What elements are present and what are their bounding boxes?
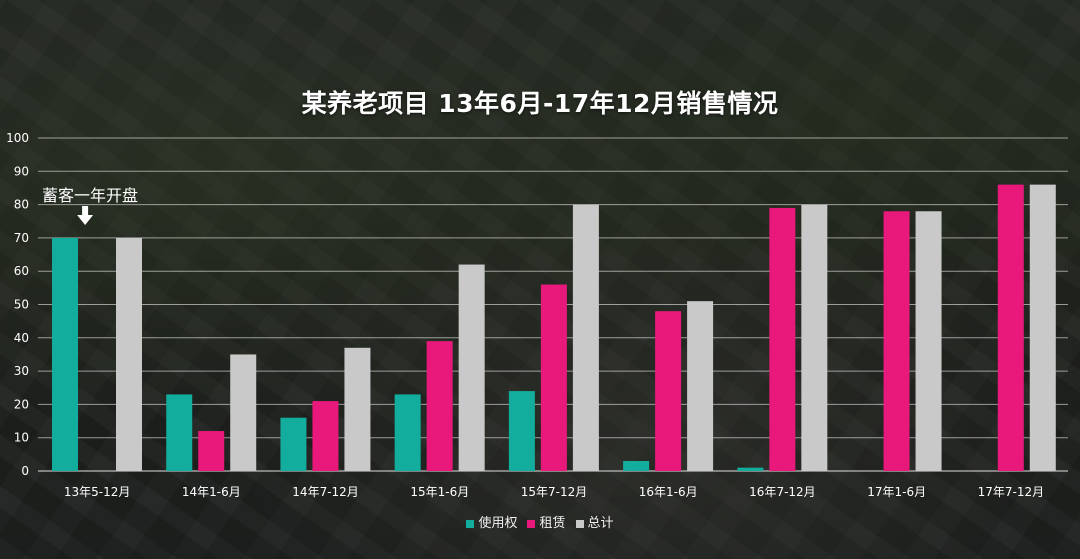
y-tick-label: 60 bbox=[14, 264, 29, 278]
bar-lease bbox=[540, 284, 567, 471]
legend-item: 租赁 bbox=[527, 512, 566, 531]
legend-label: 使用权 bbox=[478, 516, 518, 531]
x-tick-label: 16年1-6月 bbox=[639, 485, 698, 499]
annotation-label: 蓄客一年开盘 bbox=[42, 186, 138, 205]
bar-total bbox=[687, 301, 714, 471]
x-tick-label: 15年7-12月 bbox=[521, 485, 588, 499]
x-tick-label: 15年1-6月 bbox=[410, 485, 469, 499]
y-tick-label: 20 bbox=[14, 397, 29, 411]
bar-total bbox=[116, 237, 142, 471]
bar-lease bbox=[769, 207, 796, 471]
bar-lease bbox=[312, 401, 339, 471]
x-tick-label: 16年7-12月 bbox=[749, 485, 816, 499]
annotation-arrow-icon bbox=[77, 206, 94, 225]
bar-lease bbox=[883, 211, 910, 471]
legend-swatch bbox=[527, 519, 536, 528]
y-tick-label: 70 bbox=[14, 231, 29, 245]
bar-total bbox=[801, 204, 828, 471]
bar-lease bbox=[655, 311, 682, 471]
x-tick-label: 17年1-6月 bbox=[867, 485, 926, 499]
x-tick-label: 14年7-12月 bbox=[292, 485, 359, 499]
bar-usage-right bbox=[394, 394, 421, 471]
y-tick-label: 50 bbox=[14, 298, 29, 312]
bar-total bbox=[230, 354, 257, 471]
bar-total bbox=[344, 347, 371, 471]
bar-total bbox=[915, 211, 942, 471]
bar-lease bbox=[198, 431, 225, 471]
bar-usage-right bbox=[52, 237, 78, 471]
y-tick-label: 80 bbox=[14, 198, 29, 212]
y-tick-label: 10 bbox=[14, 431, 29, 445]
chart-legend: 使用权 租赁 总计 bbox=[0, 512, 1080, 531]
bar-usage-right bbox=[508, 391, 535, 471]
legend-label: 总计 bbox=[587, 516, 614, 531]
bar-lease bbox=[426, 341, 453, 471]
y-tick-label: 30 bbox=[14, 364, 29, 378]
x-tick-label: 14年1-6月 bbox=[182, 485, 241, 499]
bar-total bbox=[1029, 184, 1056, 471]
bar-usage-right bbox=[737, 467, 764, 471]
y-tick-label: 90 bbox=[14, 164, 29, 178]
chart-title: 某养老项目 13年6月-17年12月销售情况 bbox=[301, 89, 779, 118]
y-tick-label: 0 bbox=[21, 464, 29, 478]
bar-usage-right bbox=[280, 417, 307, 471]
legend-item: 使用权 bbox=[466, 512, 517, 531]
x-tick-label: 13年5-12月 bbox=[64, 485, 131, 499]
bar-total bbox=[458, 264, 485, 471]
bar-total bbox=[572, 204, 599, 471]
legend-label: 租赁 bbox=[539, 516, 566, 531]
x-tick-label: 17年7-12月 bbox=[978, 485, 1045, 499]
legend-swatch bbox=[575, 519, 584, 528]
y-tick-label: 40 bbox=[14, 331, 29, 345]
bar-usage-right bbox=[166, 394, 193, 471]
legend-item: 总计 bbox=[575, 512, 614, 531]
legend-swatch bbox=[466, 519, 475, 528]
bar-lease bbox=[997, 184, 1024, 471]
bar-usage-right bbox=[623, 461, 650, 471]
y-tick-label: 100 bbox=[6, 131, 29, 145]
